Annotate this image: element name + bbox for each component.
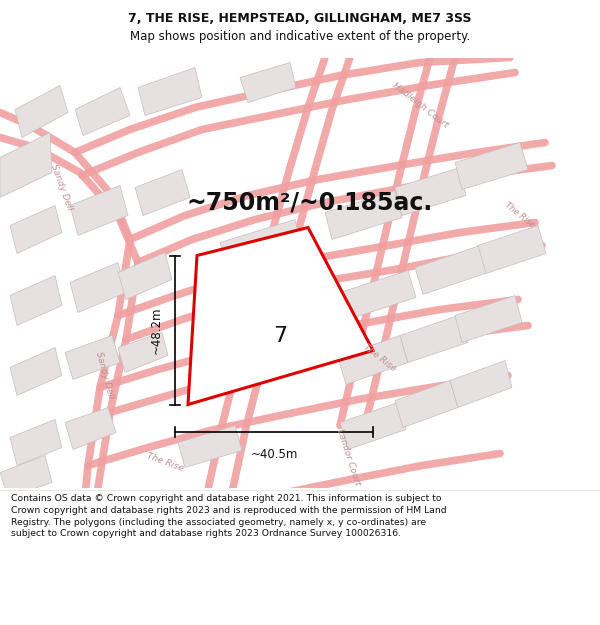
Polygon shape (10, 348, 62, 396)
Polygon shape (455, 142, 528, 189)
Polygon shape (138, 68, 202, 116)
Text: Landor Court: Landor Court (335, 428, 361, 487)
Text: Hadleigh Court: Hadleigh Court (391, 81, 449, 130)
Polygon shape (415, 246, 488, 294)
Polygon shape (400, 316, 468, 362)
Text: 7: 7 (273, 326, 287, 346)
Polygon shape (70, 262, 126, 312)
Polygon shape (15, 86, 68, 138)
Polygon shape (10, 276, 62, 326)
Polygon shape (455, 296, 522, 343)
Polygon shape (65, 408, 116, 449)
Polygon shape (340, 271, 416, 319)
Polygon shape (70, 186, 128, 236)
Text: ~750m²/~0.185ac.: ~750m²/~0.185ac. (187, 191, 433, 214)
Text: Sandy Dell: Sandy Dell (49, 163, 74, 212)
Text: The Rise: The Rise (145, 452, 185, 473)
Polygon shape (0, 132, 52, 198)
Polygon shape (395, 168, 466, 216)
Polygon shape (188, 228, 373, 404)
Polygon shape (450, 361, 512, 408)
Polygon shape (340, 402, 406, 449)
Text: The Rise: The Rise (503, 201, 537, 230)
Text: 7, THE RISE, HEMPSTEAD, GILLINGHAM, ME7 3SS: 7, THE RISE, HEMPSTEAD, GILLINGHAM, ME7 … (128, 12, 472, 25)
Polygon shape (118, 253, 172, 299)
Polygon shape (240, 62, 296, 102)
Polygon shape (338, 336, 408, 384)
Polygon shape (325, 191, 402, 239)
Text: ~48.2m: ~48.2m (150, 307, 163, 354)
Polygon shape (65, 336, 120, 379)
Polygon shape (0, 456, 52, 498)
Polygon shape (75, 88, 130, 136)
Text: Map shows position and indicative extent of the property.: Map shows position and indicative extent… (130, 30, 470, 43)
Polygon shape (118, 332, 168, 372)
Polygon shape (10, 206, 62, 254)
Text: Contains OS data © Crown copyright and database right 2021. This information is : Contains OS data © Crown copyright and d… (11, 494, 446, 539)
Polygon shape (395, 381, 458, 428)
Text: Sandy Dell: Sandy Dell (94, 351, 116, 400)
Polygon shape (135, 169, 190, 216)
Polygon shape (478, 226, 546, 274)
Polygon shape (220, 219, 302, 271)
Polygon shape (10, 419, 62, 466)
Polygon shape (178, 426, 242, 468)
Text: The Rise: The Rise (362, 342, 398, 373)
Text: ~40.5m: ~40.5m (250, 448, 298, 461)
